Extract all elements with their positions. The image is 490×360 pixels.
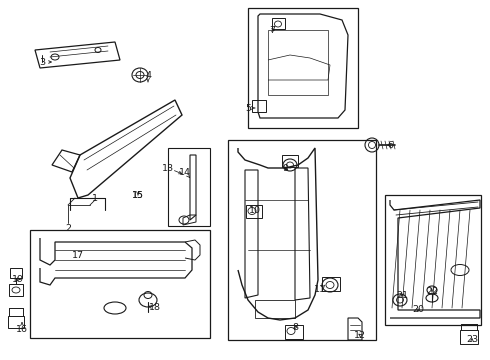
- Text: 16: 16: [16, 325, 28, 334]
- Text: 8: 8: [292, 324, 298, 333]
- Bar: [282, 155, 298, 167]
- Text: 20: 20: [412, 306, 424, 315]
- Bar: [268, 30, 328, 95]
- Bar: [460, 330, 478, 344]
- Text: 3: 3: [39, 58, 45, 67]
- Text: 15: 15: [132, 190, 144, 199]
- Text: 12: 12: [354, 330, 366, 339]
- Bar: [246, 205, 262, 218]
- Bar: [272, 18, 285, 29]
- Text: 4: 4: [145, 71, 151, 80]
- Text: 15: 15: [132, 190, 144, 199]
- Text: 13: 13: [162, 163, 174, 172]
- Text: 17: 17: [72, 251, 84, 260]
- Text: 21: 21: [396, 291, 408, 300]
- Text: 9: 9: [282, 163, 288, 172]
- Text: 23: 23: [466, 336, 478, 345]
- Bar: [30, 230, 210, 338]
- Text: 19: 19: [12, 275, 24, 284]
- Text: 22: 22: [426, 288, 438, 297]
- Text: 5: 5: [245, 104, 251, 113]
- Text: 1: 1: [92, 194, 98, 202]
- Text: 6: 6: [387, 140, 393, 149]
- Text: 18: 18: [149, 303, 161, 312]
- Bar: [322, 277, 340, 291]
- Bar: [385, 195, 481, 325]
- Bar: [252, 100, 266, 112]
- Text: 14: 14: [179, 167, 191, 176]
- Bar: [168, 148, 210, 226]
- Bar: [228, 140, 376, 340]
- Bar: [285, 325, 303, 339]
- Text: 2: 2: [65, 224, 71, 233]
- Bar: [9, 284, 23, 296]
- Bar: [8, 316, 24, 328]
- Bar: [10, 268, 22, 278]
- Bar: [248, 8, 358, 128]
- Text: 11: 11: [314, 285, 326, 294]
- Text: 7: 7: [269, 26, 275, 35]
- Text: 10: 10: [249, 206, 261, 215]
